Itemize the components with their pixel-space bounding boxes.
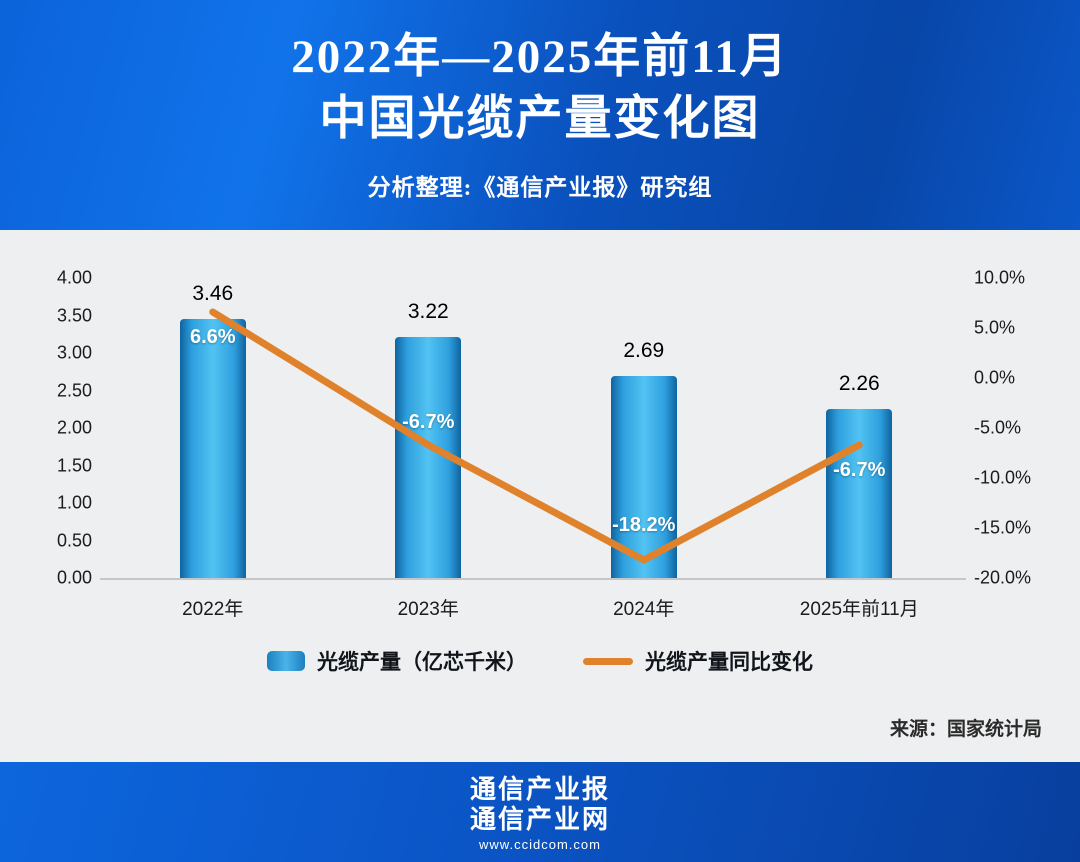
right-axis-tick: -10.0% bbox=[974, 467, 1032, 488]
line-value-label: -18.2% bbox=[612, 514, 676, 536]
bar bbox=[395, 336, 462, 578]
header-content: 2022年—2025年前11月 中国光缆产量变化图 分析整理:《通信产业报》研究… bbox=[0, 0, 1080, 202]
legend-item-bar-series: 光缆产量（亿芯千米） bbox=[267, 646, 527, 676]
chart-title-line1: 2022年—2025年前11月 bbox=[291, 31, 789, 83]
chart-legend: 光缆产量（亿芯千米） 光缆产量同比变化 bbox=[0, 646, 1080, 676]
line-value-label: -6.7% bbox=[833, 459, 886, 481]
left-axis-tick: 1.00 bbox=[56, 492, 92, 513]
bar-value-label: 2.26 bbox=[838, 371, 880, 395]
bar-series-swatch bbox=[267, 651, 305, 671]
category-label: 2024年 bbox=[613, 599, 675, 620]
right-axis-tick: 5.0% bbox=[974, 317, 1016, 338]
chart-area bbox=[0, 230, 1080, 762]
footer-brand-line1: 通信产业报 bbox=[469, 774, 610, 804]
right-axis-tick: -5.0% bbox=[974, 417, 1022, 438]
left-axis-tick: 4.00 bbox=[56, 267, 92, 288]
legend-label-bar-series: 光缆产量（亿芯千米） bbox=[317, 651, 527, 674]
right-axis-tick: -15.0% bbox=[974, 517, 1032, 538]
left-axis-tick: 3.00 bbox=[56, 342, 92, 363]
chart-title-line2: 中国光缆产量变化图 bbox=[319, 93, 761, 145]
source-note: 来源：国家统计局 bbox=[889, 719, 1042, 740]
line-series-swatch bbox=[583, 657, 633, 665]
chart-subtitle: 分析整理:《通信产业报》研究组 bbox=[367, 175, 713, 200]
category-label: 2025年前11月 bbox=[799, 599, 919, 620]
right-axis-tick: -20.0% bbox=[974, 567, 1032, 588]
right-axis-tick: 10.0% bbox=[974, 267, 1026, 288]
bar bbox=[610, 376, 677, 578]
bar-value-label: 3.46 bbox=[192, 281, 234, 305]
header-banner: 2022年—2025年前11月 中国光缆产量变化图 分析整理:《通信产业报》研究… bbox=[0, 0, 1080, 230]
bar bbox=[826, 408, 893, 578]
x-axis-line bbox=[100, 578, 966, 580]
bar bbox=[179, 318, 246, 578]
category-label: 2022年 bbox=[182, 599, 244, 620]
bar-value-label: 2.69 bbox=[623, 339, 665, 363]
left-axis-tick: 3.50 bbox=[56, 305, 92, 325]
bar-value-label: 3.22 bbox=[407, 299, 449, 323]
footer-url: www.ccidcom.com bbox=[479, 837, 601, 852]
category-label: 2023年 bbox=[397, 599, 459, 620]
right-axis-tick: 0.0% bbox=[974, 367, 1016, 388]
line-value-label: 6.6% bbox=[189, 326, 236, 348]
left-axis-tick: 0.00 bbox=[56, 567, 92, 588]
line-value-label: -6.7% bbox=[402, 411, 455, 433]
footer-brand-line2: 通信产业网 bbox=[469, 804, 610, 834]
left-axis-tick: 0.50 bbox=[56, 530, 92, 550]
left-axis-tick: 1.50 bbox=[56, 455, 92, 475]
left-axis-tick: 2.50 bbox=[56, 380, 92, 400]
footer-banner: 通信产业报 通信产业网 www.ccidcom.com bbox=[0, 762, 1080, 862]
legend-label-line-series: 光缆产量同比变化 bbox=[645, 651, 813, 674]
left-axis-tick: 2.00 bbox=[56, 417, 92, 438]
legend-item-line-series: 光缆产量同比变化 bbox=[583, 646, 813, 676]
